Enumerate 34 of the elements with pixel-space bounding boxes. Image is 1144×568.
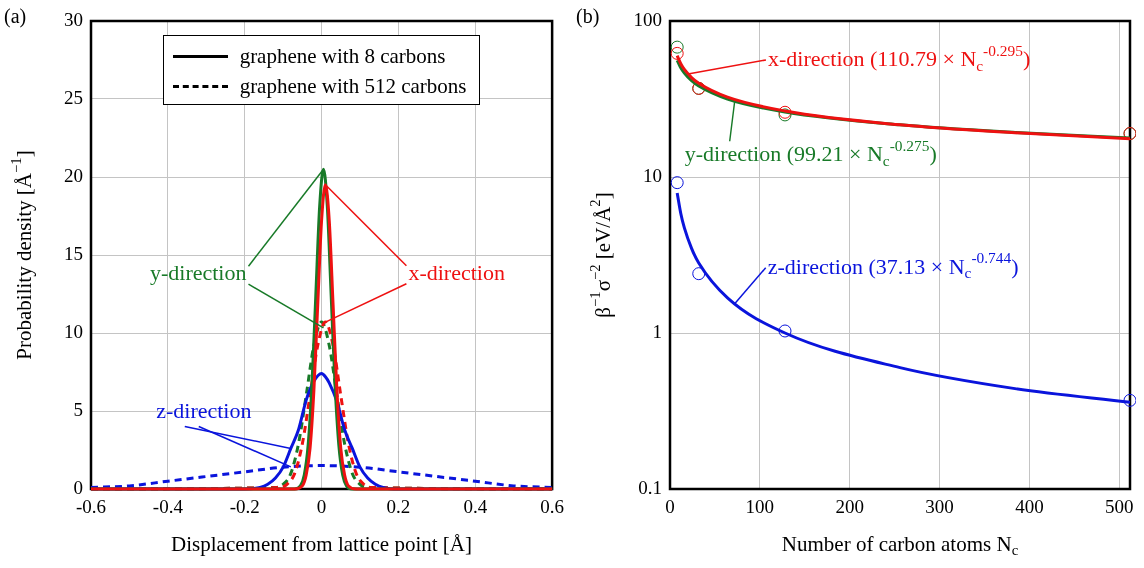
x-axis-title: Displacement from lattice point [Å] — [171, 531, 473, 556]
x-tick-label: 100 — [745, 496, 775, 518]
chart-title: (b) — [576, 5, 600, 29]
x-tick-label: 0.4 — [463, 496, 488, 518]
y-tick-label: 15 — [64, 242, 83, 264]
y-tick-label: 10 — [64, 320, 83, 342]
y-tick-label: 25 — [64, 86, 83, 108]
annotation: x-direction — [408, 259, 505, 285]
x-tick-label: 400 — [1015, 496, 1044, 518]
y-tick-label: 100 — [633, 8, 662, 30]
x-tick-label: -0.2 — [229, 496, 260, 518]
y-tick-label: 5 — [73, 398, 83, 420]
y-tick-label: 1 — [652, 320, 662, 342]
annotation: z-direction — [156, 398, 252, 424]
x-tick-label: 0 — [316, 496, 327, 518]
y-tick-label: 0 — [73, 476, 83, 498]
x-tick-label: -0.4 — [152, 496, 184, 518]
y-tick-label: 20 — [64, 164, 83, 186]
y-tick-label: 10 — [643, 164, 662, 186]
chart-title: (a) — [4, 5, 27, 29]
key-box: graphene with 8 carbons graphene with 512 carbons — [162, 35, 481, 105]
x-tick-label: 0.6 — [540, 496, 564, 518]
x-tick-label: -0.6 — [75, 496, 107, 518]
x-tick-label: 500 — [1104, 496, 1134, 518]
y-tick-label: 30 — [64, 8, 83, 30]
annotation: graphene with 512 carbons — [239, 73, 467, 99]
x-tick-label: 200 — [835, 496, 864, 518]
y-tick-label: 0.1 — [638, 476, 662, 498]
annotation: graphene with 8 carbons — [239, 43, 446, 69]
y-axis-title: β−1σ−2 [eV/Å2] — [586, 192, 615, 318]
annotation: y-direction — [149, 259, 247, 285]
y-axis-title: Probability density [Å−1] — [7, 150, 36, 360]
x-tick-label: 300 — [925, 496, 954, 518]
x-tick-label: 0.2 — [386, 496, 411, 518]
